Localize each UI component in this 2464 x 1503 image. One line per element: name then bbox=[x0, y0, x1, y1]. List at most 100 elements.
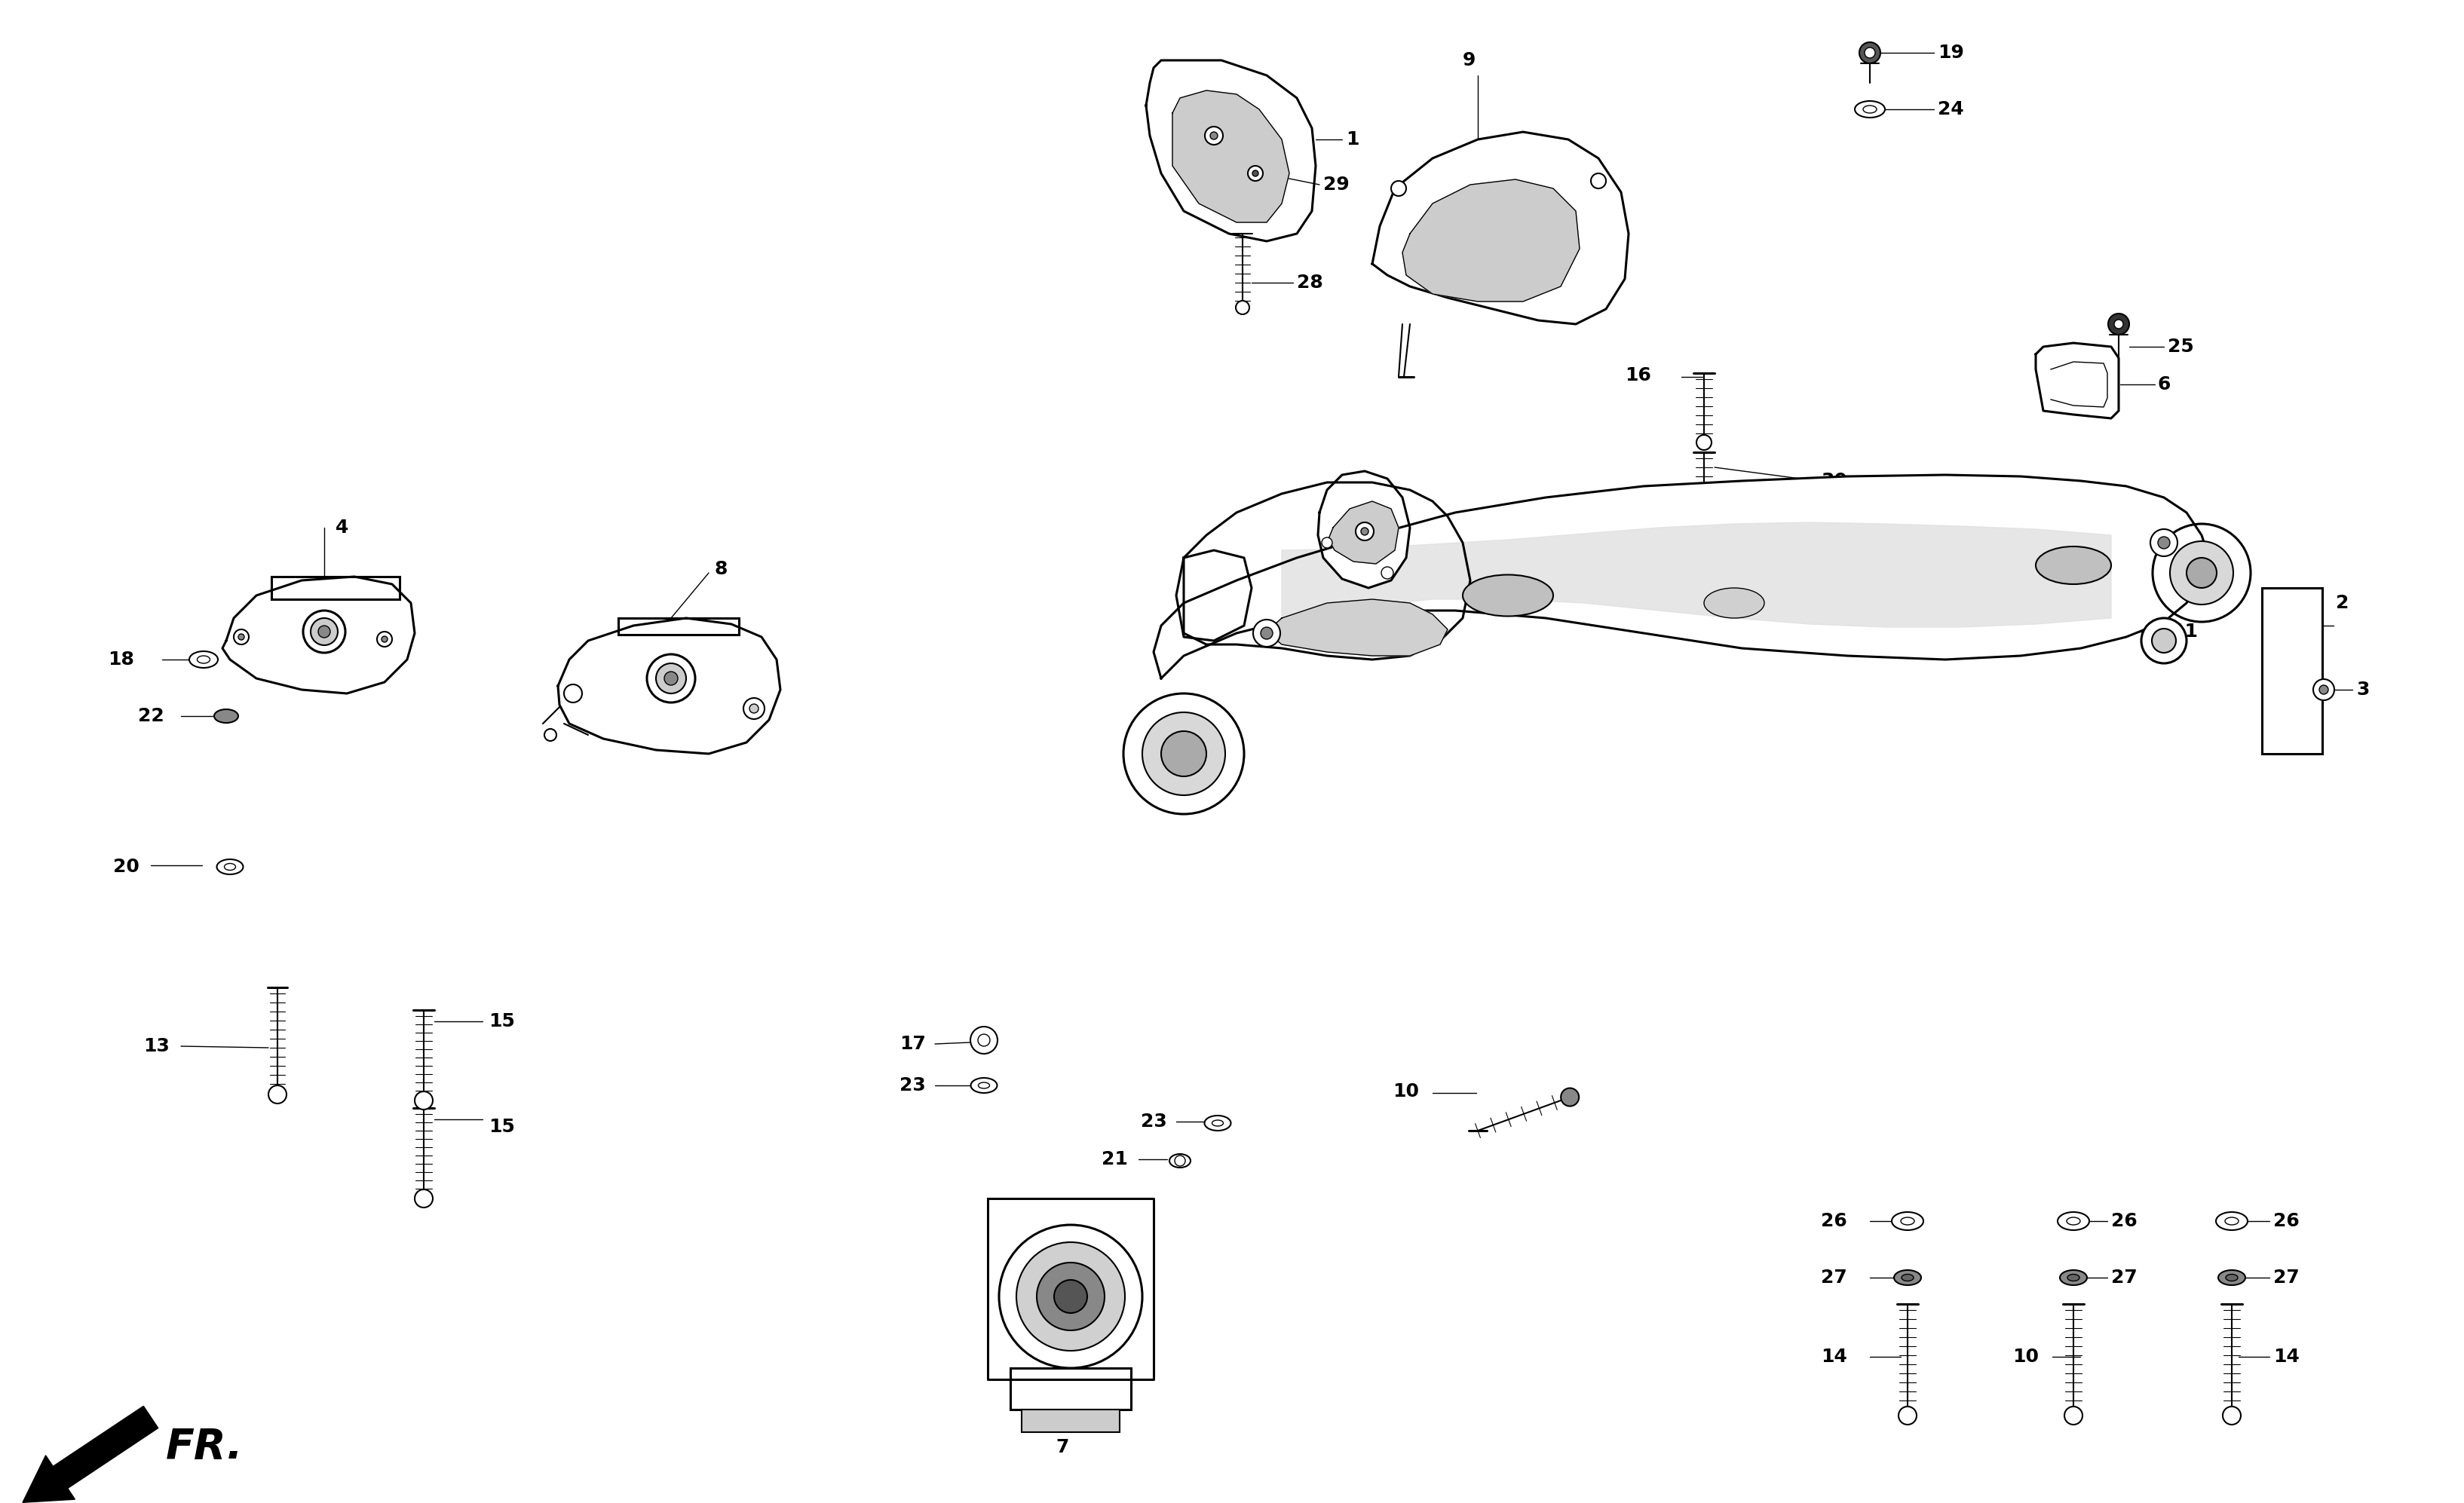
Text: 25: 25 bbox=[2168, 338, 2193, 356]
Bar bbox=[618, 618, 739, 634]
Ellipse shape bbox=[1464, 574, 1552, 616]
Polygon shape bbox=[1402, 179, 1579, 302]
Ellipse shape bbox=[1705, 588, 1764, 618]
Circle shape bbox=[269, 1085, 286, 1103]
Text: 26: 26 bbox=[2112, 1211, 2136, 1229]
Circle shape bbox=[1695, 514, 1712, 529]
Circle shape bbox=[1247, 165, 1264, 180]
Circle shape bbox=[2151, 628, 2176, 652]
Circle shape bbox=[239, 634, 244, 640]
Ellipse shape bbox=[1892, 1211, 1924, 1229]
Circle shape bbox=[1900, 1407, 1917, 1425]
Circle shape bbox=[1392, 180, 1407, 195]
Text: 26: 26 bbox=[2274, 1211, 2299, 1229]
Text: 21: 21 bbox=[1101, 1150, 1129, 1168]
Polygon shape bbox=[1328, 502, 1400, 564]
Circle shape bbox=[1037, 1263, 1104, 1330]
Ellipse shape bbox=[2225, 1275, 2237, 1281]
Circle shape bbox=[414, 1189, 434, 1207]
Circle shape bbox=[303, 610, 345, 652]
Ellipse shape bbox=[1212, 1120, 1222, 1126]
Circle shape bbox=[1695, 434, 1712, 449]
Circle shape bbox=[2314, 679, 2333, 700]
Circle shape bbox=[2151, 529, 2178, 556]
Circle shape bbox=[1560, 1088, 1579, 1106]
Circle shape bbox=[665, 672, 678, 685]
Text: 14: 14 bbox=[2274, 1348, 2299, 1366]
Polygon shape bbox=[988, 1198, 1153, 1380]
Ellipse shape bbox=[2060, 1270, 2087, 1285]
Circle shape bbox=[1254, 619, 1281, 646]
Text: 30: 30 bbox=[1821, 472, 1848, 490]
Bar bbox=[1010, 1368, 1131, 1410]
Ellipse shape bbox=[2215, 1211, 2247, 1229]
Circle shape bbox=[1210, 132, 1217, 140]
Ellipse shape bbox=[1863, 105, 1878, 113]
Circle shape bbox=[2065, 1407, 2082, 1425]
Circle shape bbox=[648, 654, 695, 702]
Text: 9: 9 bbox=[1464, 51, 1476, 69]
Circle shape bbox=[1252, 170, 1259, 176]
Bar bbox=[1023, 1410, 1119, 1432]
Text: 19: 19 bbox=[1937, 44, 1964, 62]
Circle shape bbox=[377, 631, 392, 646]
Circle shape bbox=[2109, 314, 2129, 335]
Circle shape bbox=[1592, 173, 1607, 188]
Text: 27: 27 bbox=[2274, 1269, 2299, 1287]
Circle shape bbox=[2141, 618, 2186, 663]
Text: 20: 20 bbox=[113, 858, 140, 876]
Ellipse shape bbox=[1895, 1270, 1922, 1285]
Polygon shape bbox=[1153, 475, 2210, 678]
Text: 29: 29 bbox=[1323, 176, 1350, 194]
Circle shape bbox=[1161, 730, 1207, 777]
Text: 4: 4 bbox=[335, 519, 347, 537]
Text: 22: 22 bbox=[138, 706, 165, 724]
Polygon shape bbox=[1173, 90, 1289, 222]
Polygon shape bbox=[557, 618, 781, 755]
Ellipse shape bbox=[2035, 547, 2112, 585]
Polygon shape bbox=[1146, 60, 1316, 240]
Circle shape bbox=[998, 1225, 1143, 1368]
Circle shape bbox=[2223, 1407, 2240, 1425]
Text: 1: 1 bbox=[1345, 131, 1360, 149]
Polygon shape bbox=[1318, 470, 1409, 588]
Circle shape bbox=[564, 684, 582, 702]
Circle shape bbox=[1143, 712, 1225, 795]
Ellipse shape bbox=[1170, 1154, 1190, 1168]
Polygon shape bbox=[222, 577, 414, 693]
Text: 27: 27 bbox=[1821, 1269, 1848, 1287]
Bar bbox=[271, 577, 399, 600]
Circle shape bbox=[1237, 301, 1249, 314]
Ellipse shape bbox=[978, 1082, 991, 1088]
Bar bbox=[2262, 588, 2321, 755]
Text: 10: 10 bbox=[2013, 1348, 2038, 1366]
Polygon shape bbox=[1372, 132, 1629, 325]
Text: 13: 13 bbox=[143, 1037, 170, 1055]
Text: 3: 3 bbox=[2356, 681, 2370, 699]
Text: 23: 23 bbox=[1141, 1112, 1168, 1130]
Text: 15: 15 bbox=[488, 1013, 515, 1031]
Circle shape bbox=[1055, 1281, 1087, 1314]
Circle shape bbox=[2186, 558, 2218, 588]
Polygon shape bbox=[2035, 343, 2119, 418]
Ellipse shape bbox=[1855, 101, 1885, 117]
Circle shape bbox=[545, 729, 557, 741]
Ellipse shape bbox=[214, 709, 239, 723]
Text: 15: 15 bbox=[488, 1118, 515, 1136]
Text: 12: 12 bbox=[1572, 519, 1599, 537]
Circle shape bbox=[318, 625, 330, 637]
Polygon shape bbox=[1266, 600, 1449, 655]
Circle shape bbox=[655, 663, 685, 693]
Circle shape bbox=[1360, 528, 1368, 535]
Text: FR.: FR. bbox=[165, 1426, 244, 1467]
Polygon shape bbox=[1281, 523, 2112, 627]
Text: 7: 7 bbox=[1055, 1438, 1069, 1456]
Ellipse shape bbox=[1205, 1115, 1232, 1130]
Text: 11: 11 bbox=[2171, 622, 2198, 640]
Ellipse shape bbox=[971, 1078, 998, 1093]
Circle shape bbox=[1865, 48, 1875, 59]
Text: 18: 18 bbox=[108, 651, 133, 669]
Circle shape bbox=[2158, 537, 2171, 549]
Circle shape bbox=[2114, 320, 2124, 329]
Circle shape bbox=[978, 1034, 991, 1046]
